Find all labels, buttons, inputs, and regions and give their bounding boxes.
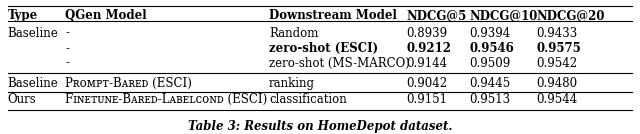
Text: Fɪɴᴇᴛᴜɴᴇ-Bᴀʀᴇᴅ-Lᴀʙᴇʟᴄᴏɴᴅ (ESCI): Fɪɴᴇᴛᴜɴᴇ-Bᴀʀᴇᴅ-Lᴀʙᴇʟᴄᴏɴᴅ (ESCI) [65, 93, 268, 106]
Text: 0.9042: 0.9042 [406, 77, 447, 90]
Text: Random: Random [269, 27, 318, 40]
Text: zero-shot (ESCI): zero-shot (ESCI) [269, 42, 378, 55]
Text: zero-shot (MS-MARCO): zero-shot (MS-MARCO) [269, 57, 410, 70]
Text: Type: Type [8, 9, 38, 22]
Text: NDCG@20: NDCG@20 [537, 9, 605, 22]
Text: 0.9544: 0.9544 [537, 93, 578, 106]
Text: 0.9509: 0.9509 [470, 57, 511, 70]
Text: Table 3: Results on HomeDepot dataset.: Table 3: Results on HomeDepot dataset. [188, 120, 452, 133]
Text: 0.9542: 0.9542 [537, 57, 578, 70]
Text: QGen Model: QGen Model [65, 9, 147, 22]
Text: 0.9144: 0.9144 [406, 57, 447, 70]
Text: classification: classification [269, 93, 347, 106]
Text: NDCG@10: NDCG@10 [470, 9, 538, 22]
Text: ranking: ranking [269, 77, 315, 90]
Text: 0.9546: 0.9546 [470, 42, 515, 55]
Text: 0.9212: 0.9212 [406, 42, 451, 55]
Text: -: - [65, 27, 69, 40]
Text: Pʀᴏᴍᴘᴛ-Bᴀʀᴇᴅ (ESCI): Pʀᴏᴍᴘᴛ-Bᴀʀᴇᴅ (ESCI) [65, 77, 192, 90]
Text: 0.9575: 0.9575 [537, 42, 581, 55]
Text: 0.9480: 0.9480 [537, 77, 578, 90]
Text: 0.9151: 0.9151 [406, 93, 447, 106]
Text: 0.8939: 0.8939 [406, 27, 447, 40]
Text: NDCG@5: NDCG@5 [406, 9, 467, 22]
Text: -: - [65, 42, 69, 55]
Text: 0.9433: 0.9433 [537, 27, 578, 40]
Text: 0.9394: 0.9394 [470, 27, 511, 40]
Text: Downstream Model: Downstream Model [269, 9, 397, 22]
Text: -: - [65, 57, 69, 70]
Text: 0.9513: 0.9513 [470, 93, 511, 106]
Text: Ours: Ours [8, 93, 36, 106]
Text: Baseline: Baseline [8, 77, 58, 90]
Text: Baseline: Baseline [8, 27, 58, 40]
Text: 0.9445: 0.9445 [470, 77, 511, 90]
